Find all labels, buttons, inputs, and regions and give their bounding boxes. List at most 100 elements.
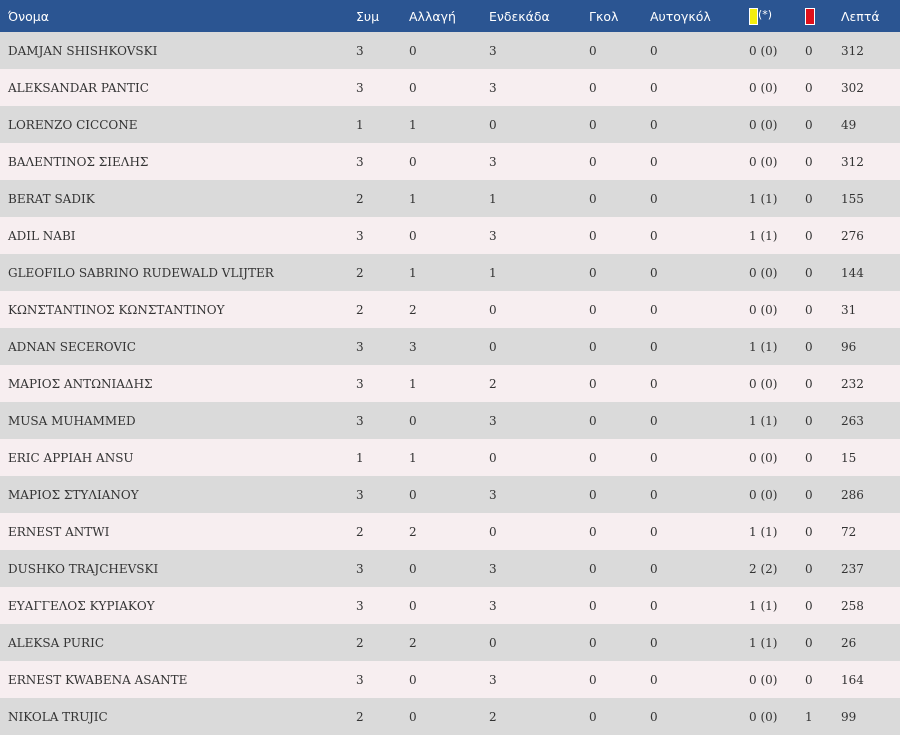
cell-red-cards: 0 [805, 191, 813, 206]
cell-sub: 1 [409, 265, 417, 280]
cell-yellow-cards: 0 (0) [749, 302, 778, 317]
cell-apps: 3 [356, 376, 364, 391]
cell-yellow-cards: 0 (0) [749, 265, 778, 280]
cell-own-goals: 0 [650, 524, 658, 539]
cell-goals: 0 [589, 191, 597, 206]
cell-name[interactable]: ERIC APPIAH ANSU [8, 450, 134, 465]
cell-own-goals: 0 [650, 191, 658, 206]
cell-goals: 0 [589, 635, 597, 650]
table-row: DUSHKO TRAJCHEVSKI 3 0 3 0 0 2 (2) 0 237 [0, 550, 900, 587]
cell-yellow-cards: 1 (1) [749, 524, 778, 539]
cell-starting: 3 [489, 228, 497, 243]
cell-red-cards: 0 [805, 228, 813, 243]
cell-name[interactable]: MUSA MUHAMMED [8, 413, 136, 428]
cell-yellow-cards: 2 (2) [749, 561, 778, 576]
col-header-goals[interactable]: Γκολ [589, 8, 619, 24]
table-row: NIKOLA TRUJIC 2 0 2 0 0 0 (0) 1 99 [0, 698, 900, 735]
cell-goals: 0 [589, 709, 597, 724]
cell-minutes: 302 [841, 80, 864, 95]
cell-yellow-cards: 0 (0) [749, 487, 778, 502]
cell-goals: 0 [589, 117, 597, 132]
cell-minutes: 312 [841, 43, 864, 58]
cell-minutes: 96 [841, 339, 857, 354]
cell-name[interactable]: ERNEST KWABENA ASANTE [8, 672, 188, 687]
cell-yellow-cards: 1 (1) [749, 598, 778, 613]
col-header-minutes[interactable]: Λεπτά [841, 8, 880, 24]
col-header-own-goals[interactable]: Αυτογκόλ [650, 8, 711, 24]
cell-minutes: 263 [841, 413, 864, 428]
cell-yellow-cards: 1 (1) [749, 191, 778, 206]
cell-own-goals: 0 [650, 117, 658, 132]
yellow-card-icon [749, 7, 758, 25]
cell-starting: 0 [489, 339, 497, 354]
cell-name[interactable]: DAMJAN SHISHKOVSKI [8, 43, 158, 58]
cell-name[interactable]: ΜΑΡΙΟΣ ΑΝΤΩΝΙΑΔΗΣ [8, 376, 153, 391]
cell-minutes: 15 [841, 450, 857, 465]
cell-goals: 0 [589, 43, 597, 58]
cell-goals: 0 [589, 598, 597, 613]
cell-minutes: 276 [841, 228, 864, 243]
cell-minutes: 155 [841, 191, 864, 206]
cell-name[interactable]: BERAT SADIK [8, 191, 95, 206]
cell-goals: 0 [589, 154, 597, 169]
cell-name[interactable]: ΜΑΡΙΟΣ ΣΤΥΛΙΑΝΟΥ [8, 487, 139, 502]
cell-own-goals: 0 [650, 635, 658, 650]
cell-starting: 3 [489, 154, 497, 169]
cell-minutes: 286 [841, 487, 864, 502]
table-row: ERNEST ANTWI 2 2 0 0 0 1 (1) 0 72 [0, 513, 900, 550]
col-header-yellow-cards[interactable]: (*) [749, 0, 805, 32]
table-row: ADNAN SECEROVIC 3 3 0 0 0 1 (1) 0 96 [0, 328, 900, 365]
cell-name[interactable]: ALEKSA PURIC [8, 635, 104, 650]
col-header-name[interactable]: Όνομα [8, 8, 49, 24]
cell-name[interactable]: ALEKSANDAR PANTIC [8, 80, 149, 95]
cell-name[interactable]: DUSHKO TRAJCHEVSKI [8, 561, 159, 576]
table-row: ΜΑΡΙΟΣ ΑΝΤΩΝΙΑΔΗΣ 3 1 2 0 0 0 (0) 0 232 [0, 365, 900, 402]
cell-goals: 0 [589, 265, 597, 280]
cell-goals: 0 [589, 487, 597, 502]
col-header-apps[interactable]: Συμ [356, 8, 380, 24]
cell-starting: 3 [489, 413, 497, 428]
cell-own-goals: 0 [650, 561, 658, 576]
cell-sub: 0 [409, 709, 417, 724]
cell-yellow-cards: 0 (0) [749, 154, 778, 169]
cell-starting: 1 [489, 265, 497, 280]
cell-sub: 2 [409, 302, 417, 317]
cell-goals: 0 [589, 561, 597, 576]
cell-red-cards: 0 [805, 635, 813, 650]
cell-name[interactable]: ΕΥΑΓΓΕΛΟΣ ΚΥΡΙΑΚΟΥ [8, 598, 155, 613]
cell-minutes: 144 [841, 265, 864, 280]
cell-starting: 0 [489, 302, 497, 317]
cell-red-cards: 0 [805, 413, 813, 428]
cell-minutes: 26 [841, 635, 857, 650]
cell-minutes: 99 [841, 709, 857, 724]
cell-name[interactable]: GLEOFILO SABRINO RUDEWALD VLIJTER [8, 265, 274, 280]
cell-sub: 0 [409, 672, 417, 687]
cell-red-cards: 0 [805, 154, 813, 169]
cell-apps: 1 [356, 117, 364, 132]
cell-goals: 0 [589, 672, 597, 687]
col-header-starting[interactable]: Ενδεκάδα [489, 8, 550, 24]
cell-sub: 0 [409, 561, 417, 576]
yellow-card-note: (*) [758, 7, 773, 21]
cell-name[interactable]: ERNEST ANTWI [8, 524, 110, 539]
cell-apps: 3 [356, 80, 364, 95]
col-header-red-cards[interactable] [805, 0, 841, 32]
cell-sub: 0 [409, 43, 417, 58]
cell-yellow-cards: 1 (1) [749, 228, 778, 243]
cell-name[interactable]: LORENZO CICCONE [8, 117, 138, 132]
cell-name[interactable]: NIKOLA TRUJIC [8, 709, 108, 724]
cell-starting: 0 [489, 635, 497, 650]
cell-apps: 2 [356, 302, 364, 317]
cell-name[interactable]: ADNAN SECEROVIC [8, 339, 136, 354]
cell-red-cards: 0 [805, 376, 813, 391]
cell-name[interactable]: ΒΑΛΕΝΤΙΝΟΣ ΣΙΕΛΗΣ [8, 154, 149, 169]
cell-starting: 0 [489, 117, 497, 132]
cell-red-cards: 0 [805, 672, 813, 687]
table-row: DAMJAN SHISHKOVSKI 3 0 3 0 0 0 (0) 0 312 [0, 32, 900, 69]
cell-red-cards: 0 [805, 561, 813, 576]
col-header-sub[interactable]: Αλλαγή [409, 8, 456, 24]
cell-own-goals: 0 [650, 339, 658, 354]
cell-own-goals: 0 [650, 265, 658, 280]
cell-name[interactable]: ΚΩΝΣΤΑΝΤΙΝΟΣ ΚΩΝΣΤΑΝΤΙΝΟΥ [8, 302, 225, 317]
cell-name[interactable]: ADIL NABI [8, 228, 76, 243]
